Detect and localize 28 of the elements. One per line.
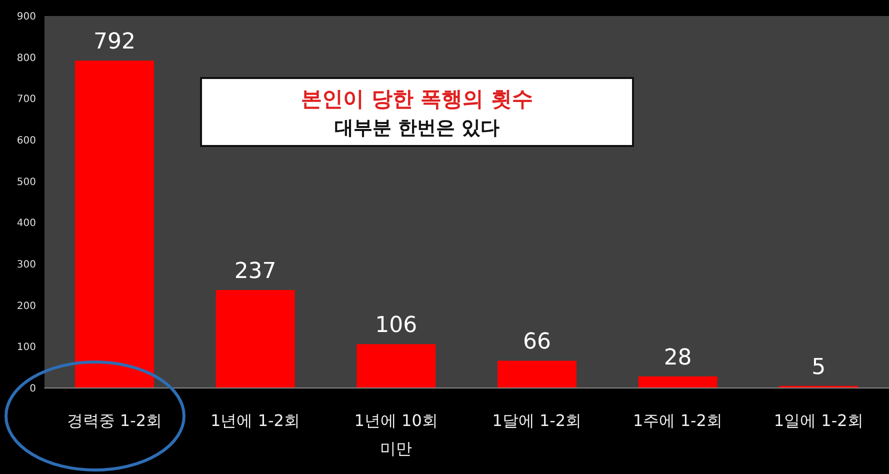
bar [497,360,576,388]
y-tick-label: 700 [16,94,36,106]
y-tick-label: 900 [16,12,36,23]
data-label: 66 [522,330,551,355]
data-label: 5 [812,354,826,380]
y-tick-label: 600 [16,136,36,147]
bar [74,60,154,388]
y-tick-label: 200 [16,300,36,312]
x-tick-label: 1년에 10회 미만 [354,411,438,458]
x-tick-label: 경력중 1-2회 [66,411,162,430]
data-label: 792 [93,30,136,55]
data-label: 28 [664,345,692,370]
bar [638,376,718,388]
y-tick-label: 800 [16,52,36,64]
x-tick-label: 1달에 1-2회 [492,411,582,430]
data-label: 237 [234,259,276,284]
y-tick-label: 500 [16,176,36,188]
x-tick-label: 1일에 1-2회 [774,411,864,430]
x-tick-label: 1주에 1-2회 [633,411,722,430]
data-label: 106 [375,313,418,338]
y-tick-label: 400 [16,218,36,230]
y-tick-label: 0 [30,384,36,395]
x-tick-label: 1년에 1-2회 [210,411,300,430]
bar [216,290,295,388]
bar [356,344,436,388]
y-tick-label: 300 [16,260,36,271]
title-box: 본인이 당한 폭행의 횟수 대부분 한번은 있다 [200,77,634,147]
y-tick-label: 100 [16,342,36,354]
